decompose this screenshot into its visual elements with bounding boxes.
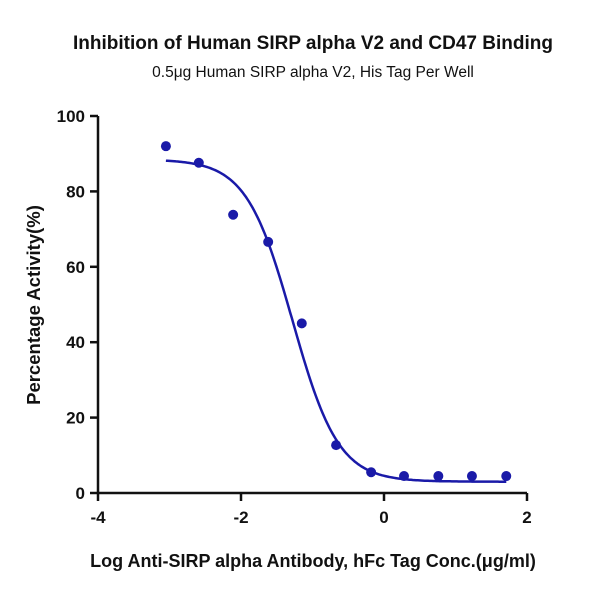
y-axis-label: Percentage Activity(%): [23, 205, 44, 405]
x-tick-label: -4: [90, 508, 106, 527]
x-tick-label: 0: [379, 508, 388, 527]
data-point: [228, 209, 239, 220]
data-point: [193, 157, 204, 168]
data-point: [433, 471, 444, 482]
data-point: [160, 141, 171, 152]
y-tick-label: 20: [66, 409, 85, 428]
x-tick-label: 2: [522, 508, 531, 527]
x-tick-label: -2: [233, 508, 248, 527]
y-tick-label: 60: [66, 258, 85, 277]
data-point: [501, 471, 512, 482]
x-axis-label: Log Anti-SIRP alpha Antibody, hFc Tag Co…: [90, 551, 536, 571]
data-point: [466, 471, 477, 482]
data-point: [331, 440, 342, 451]
data-point: [399, 471, 410, 482]
data-point: [366, 467, 377, 478]
y-tick-label: 0: [76, 484, 85, 503]
fit-curve: [165, 159, 507, 483]
chart-subtitle: 0.5μg Human SIRP alpha V2, His Tag Per W…: [152, 64, 474, 81]
y-tick-label: 80: [66, 182, 85, 201]
chart-title: Inhibition of Human SIRP alpha V2 and CD…: [73, 33, 553, 54]
data-point: [263, 236, 274, 247]
data-point: [296, 318, 307, 329]
y-tick-label: 100: [57, 107, 85, 126]
y-tick-label: 40: [66, 333, 85, 352]
